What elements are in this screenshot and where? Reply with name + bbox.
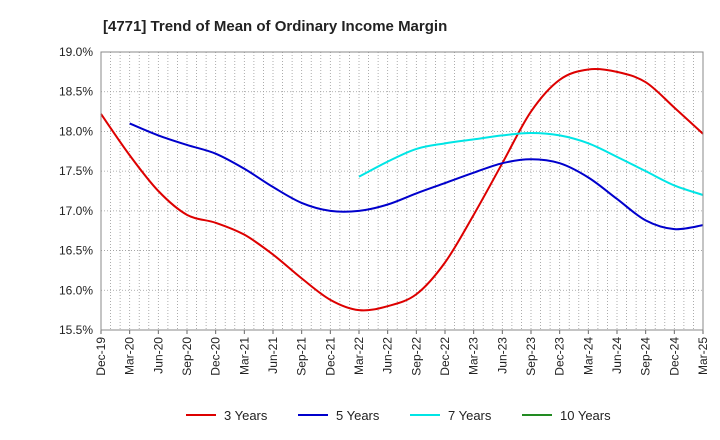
- x-tick-label: Jun-23: [495, 337, 509, 374]
- x-tick-label: Mar-23: [467, 337, 481, 375]
- legend: 3 Years 5 Years 7 Years 10 Years: [186, 408, 611, 423]
- x-tick-label: Dec-19: [94, 337, 108, 376]
- x-tick-label: Dec-24: [667, 337, 681, 376]
- x-tick-label: Mar-21: [237, 337, 251, 375]
- x-tick-label: Sep-21: [295, 337, 309, 376]
- x-tick-label: Jun-22: [381, 337, 395, 374]
- x-axis: Dec-19 Mar-20 Jun-20 Sep-20 Dec-20 Mar-21 Jun-…: [94, 330, 710, 376]
- legend-label-3-years: 3 Years: [224, 408, 268, 423]
- x-tick-label: Dec-23: [553, 337, 567, 376]
- x-tick-label: Jun-21: [266, 337, 280, 374]
- x-tick-label: Dec-21: [323, 337, 337, 376]
- series-line-3-years: [100, 67, 704, 312]
- grid: [101, 51, 703, 331]
- chart-title: [4771] Trend of Mean of Ordinary Income …: [103, 18, 447, 35]
- legend-label-5-years: 5 Years: [336, 408, 380, 423]
- x-tick-label: Jun-20: [151, 337, 165, 374]
- y-tick-label: 18.0%: [59, 124, 93, 138]
- plot-frame: [100, 51, 704, 331]
- x-tick-label: Sep-20: [180, 337, 194, 376]
- series-line-7-years: [358, 132, 704, 196]
- series-lines: [100, 67, 704, 312]
- y-tick-label: 18.5%: [59, 85, 93, 99]
- x-tick-label: Jun-24: [610, 337, 624, 374]
- x-tick-label: Mar-20: [123, 337, 137, 375]
- x-tick-label: Mar-25: [696, 337, 710, 375]
- x-tick-label: Sep-22: [409, 337, 423, 376]
- x-tick-label: Mar-24: [581, 337, 595, 375]
- y-tick-label: 16.5%: [59, 244, 93, 258]
- series-line-5-years: [129, 122, 704, 231]
- x-tick-label: Dec-22: [438, 337, 452, 376]
- y-tick-label: 16.0%: [59, 283, 93, 297]
- legend-label-7-years: 7 Years: [448, 408, 492, 423]
- y-axis: 15.5% 16.0% 16.5% 17.0% 17.5% 18.0% 18.5% 19.0%: [59, 45, 93, 337]
- x-tick-label: Mar-22: [352, 337, 366, 375]
- legend-label-10-years: 10 Years: [560, 408, 611, 423]
- y-tick-label: 17.5%: [59, 164, 93, 178]
- y-tick-label: 17.0%: [59, 204, 93, 218]
- y-tick-label: 15.5%: [59, 323, 93, 337]
- y-tick-label: 19.0%: [59, 45, 93, 59]
- x-tick-label: Sep-23: [524, 337, 538, 376]
- x-tick-label: Sep-24: [639, 337, 653, 376]
- x-tick-label: Dec-20: [209, 337, 223, 376]
